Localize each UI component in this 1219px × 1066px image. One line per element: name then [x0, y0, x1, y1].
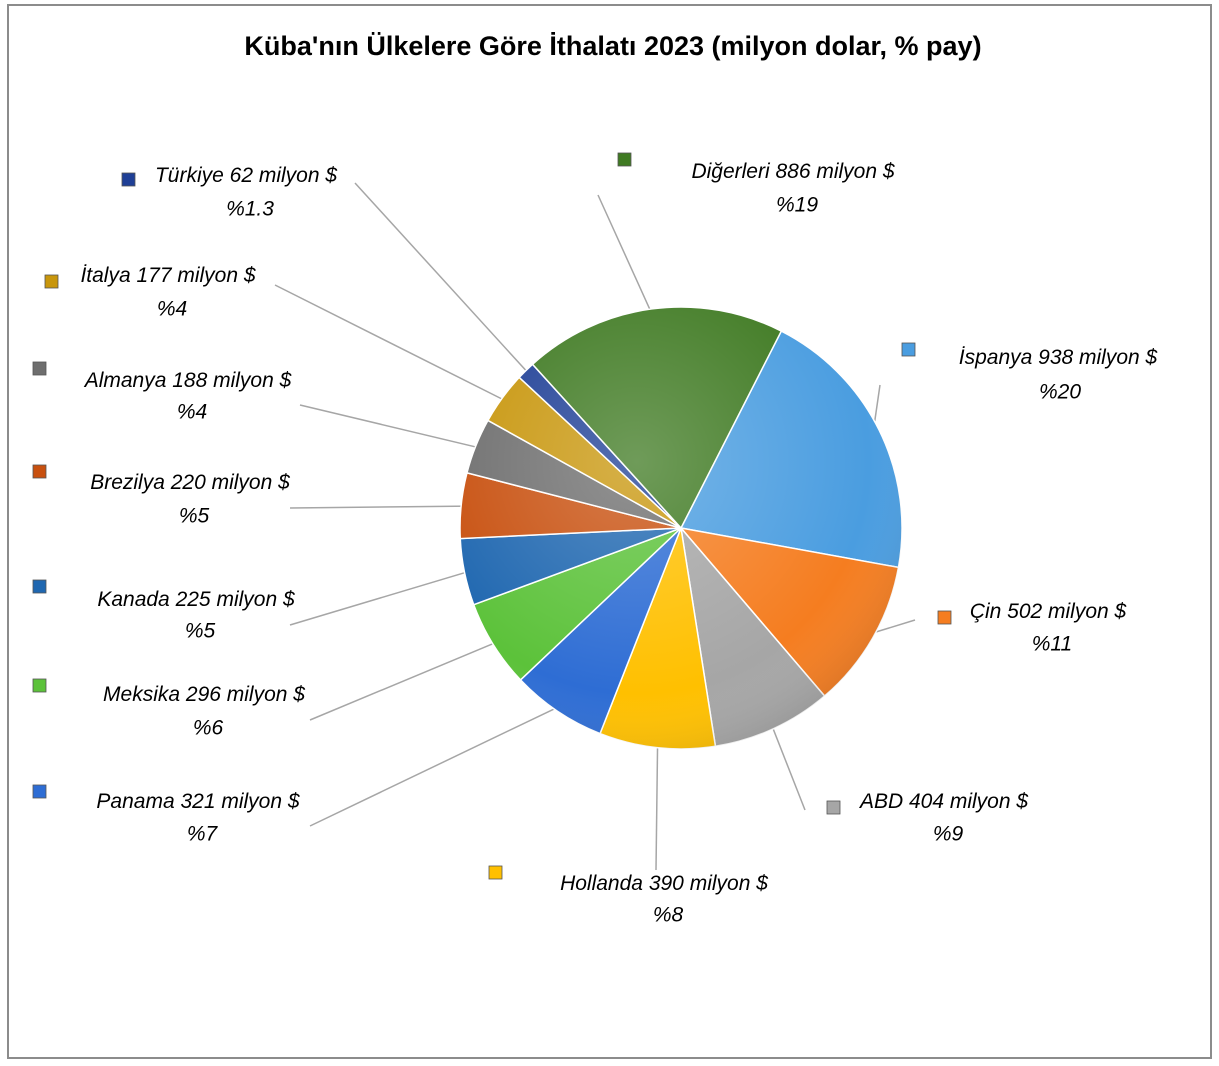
value-label: 220 milyon $ [170, 471, 290, 494]
value-label: 502 milyon $ [1007, 600, 1126, 623]
category-name: Brezilya [90, 471, 165, 494]
percentage-label: %6 [193, 717, 224, 740]
value-label: 390 milyon $ [649, 872, 768, 895]
leader-line [597, 194, 654, 316]
value-label: 938 milyon $ [1038, 346, 1157, 369]
legend-key [121, 172, 136, 187]
leader-line [655, 741, 659, 871]
percentage-label: %9 [933, 823, 964, 846]
data-label: Türkiye 62 milyon $ [155, 164, 337, 187]
category-name: Hollanda [560, 872, 643, 895]
category-name: Çin [970, 600, 1002, 623]
data-label: Brezilya 220 milyon $ [90, 471, 290, 494]
legend-key [826, 800, 841, 815]
value-label: 177 milyon $ [136, 264, 255, 287]
data-label: Kanada 225 milyon $ [97, 588, 295, 611]
category-name: Panama [96, 790, 174, 813]
category-name: Diğerleri [691, 160, 771, 183]
data-label: Almanya 188 milyon $ [83, 369, 292, 392]
data-label: Meksika 296 milyon $ [103, 683, 305, 706]
data-label: Hollanda 390 milyon $ [560, 872, 768, 895]
data-label: İspanya 938 milyon $ [959, 346, 1158, 369]
legend-key [32, 678, 47, 693]
legend-key [488, 865, 503, 880]
percentage-label: %20 [1039, 381, 1081, 404]
value-label: 225 milyon $ [175, 588, 295, 611]
legend-key [32, 361, 47, 376]
legend-key [617, 152, 632, 167]
data-label: ABD 404 milyon $ [858, 790, 1028, 813]
category-name: İspanya [959, 346, 1033, 369]
legend-key [901, 342, 916, 357]
category-name: İtalya [80, 264, 130, 287]
data-label: Çin 502 milyon $ [970, 600, 1127, 623]
category-name: Almanya [83, 369, 167, 392]
percentage-label: %5 [185, 620, 216, 643]
legend-key [32, 464, 47, 479]
category-name: Türkiye [155, 164, 224, 187]
value-label: 886 milyon $ [775, 160, 894, 183]
legend-key [44, 274, 59, 289]
leader-line [299, 404, 483, 450]
percentage-label: %4 [157, 298, 187, 321]
percentage-label: %8 [653, 904, 684, 927]
legend-key [32, 784, 47, 799]
category-name: Meksika [103, 683, 180, 706]
legend-key [32, 579, 47, 594]
data-label: İtalya 177 milyon $ [80, 264, 255, 287]
data-label: Panama 321 milyon $ [96, 790, 299, 813]
percentage-label: %4 [177, 401, 207, 424]
category-name: ABD [858, 790, 903, 813]
percentage-label: %11 [1032, 633, 1072, 656]
value-label: 62 milyon $ [230, 164, 338, 187]
chart-title: Küba'nın Ülkelere Göre İthalatı 2023 (mi… [244, 31, 981, 61]
percentage-label: %7 [187, 823, 219, 846]
category-name: Kanada [97, 588, 169, 611]
percentage-label: %1.3 [226, 198, 274, 221]
leader-line [289, 505, 468, 509]
value-label: 404 milyon $ [909, 790, 1028, 813]
value-label: 188 milyon $ [172, 369, 291, 392]
value-label: 296 milyon $ [185, 683, 305, 706]
value-label: 321 milyon $ [180, 790, 299, 813]
leader-line [289, 570, 472, 626]
legend-key [937, 610, 952, 625]
data-label: Diğerleri 886 milyon $ [691, 160, 894, 183]
percentage-label: %19 [776, 194, 818, 217]
percentage-label: %5 [179, 505, 210, 528]
